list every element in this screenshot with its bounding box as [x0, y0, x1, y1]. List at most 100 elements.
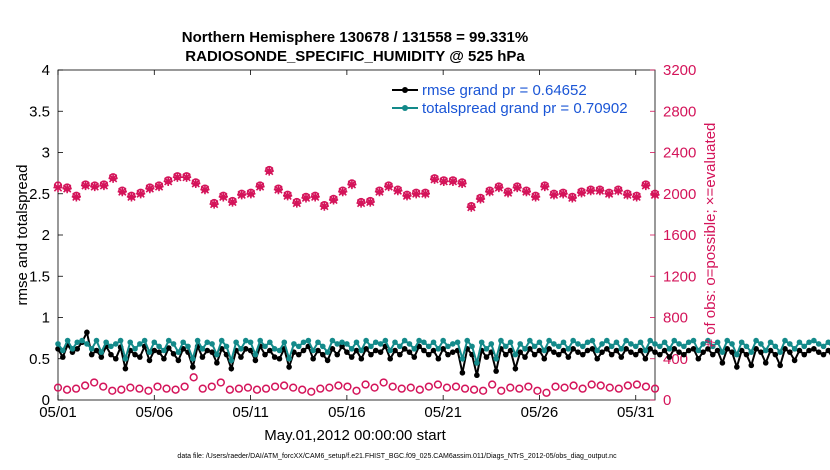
obs_low_possible-point	[316, 384, 325, 393]
obs_evaluated-point	[356, 198, 366, 208]
obs_low_possible-point	[469, 385, 479, 394]
rmse-point	[199, 354, 206, 360]
rmse-point	[502, 351, 509, 358]
spread-point	[108, 343, 114, 350]
rmse-point	[344, 349, 350, 355]
spread-point	[647, 337, 653, 344]
obs_low_possible-point	[80, 381, 90, 390]
legend-entry: rmse grand pr = 0.64652	[422, 82, 587, 99]
obs_evaluated-point	[632, 192, 642, 202]
obs_evaluated-point	[117, 187, 127, 197]
rmse-point	[483, 354, 490, 360]
spread-point	[363, 337, 369, 344]
spread-point	[117, 337, 124, 344]
obs_low_possible-point	[515, 384, 524, 393]
spread-point	[305, 337, 312, 344]
spread-point	[79, 337, 85, 344]
rmse-point	[271, 354, 278, 360]
obs_low_possible-point	[560, 383, 569, 392]
obs_evaluated-point	[457, 178, 467, 189]
rmse-point	[623, 346, 629, 352]
obs_evaluated-point	[172, 172, 182, 182]
spread-point	[137, 341, 143, 347]
rmse-point	[319, 351, 326, 358]
rmse-point	[661, 347, 668, 354]
rmse-point	[262, 351, 268, 358]
rmse-point	[242, 346, 249, 352]
rmse-point	[555, 351, 562, 358]
rmse-point	[695, 355, 702, 362]
rmse-point	[276, 355, 283, 362]
spread-point	[575, 341, 581, 347]
obs_evaluated-point	[365, 197, 375, 207]
rmse-point	[137, 354, 143, 360]
spread-point	[223, 343, 230, 350]
spread-point	[777, 349, 783, 355]
rmse-point	[84, 329, 90, 336]
spread-point	[382, 337, 389, 344]
obs_low_possible-point	[343, 382, 352, 391]
rmse-point	[734, 364, 740, 370]
obs_evaluated-point	[80, 180, 91, 191]
spread-point	[671, 337, 678, 344]
obs_low_possible-point	[361, 380, 370, 389]
obs_evaluated-point	[613, 186, 623, 196]
spread-point	[469, 343, 475, 350]
rmse-point	[560, 347, 567, 354]
obs_evaluated-point	[402, 191, 412, 201]
rmse-point	[392, 347, 398, 354]
spread-point	[315, 339, 321, 346]
obs_evaluated-point	[439, 176, 449, 186]
spread-point	[666, 346, 673, 352]
y-left-tick-label: 2.5	[29, 186, 50, 203]
rmse-point	[685, 347, 692, 354]
rmse-point	[295, 351, 302, 358]
obs_low_possible-point	[442, 383, 452, 392]
rmse-point	[613, 347, 620, 354]
legend-entry: totalspread grand pr = 0.70902	[422, 100, 628, 117]
obs_low_possible-point	[279, 381, 289, 390]
spread-point	[714, 339, 721, 346]
rmse-point	[190, 364, 196, 370]
obs_evaluated-point	[521, 187, 532, 197]
spread-point	[555, 343, 562, 350]
spread-point	[132, 346, 138, 352]
rmse-point	[122, 365, 129, 372]
rmse-point	[440, 346, 446, 352]
obs_low_possible-point	[62, 385, 72, 394]
spread-point	[252, 351, 259, 358]
rmse-point	[676, 349, 682, 355]
spread-point	[632, 343, 639, 350]
rmse-point	[700, 349, 706, 355]
obs_evaluated-point	[411, 189, 421, 199]
spread-point	[185, 343, 191, 350]
rmse-point	[421, 347, 427, 354]
obs_low_possible-point	[198, 384, 207, 393]
spread-point	[483, 346, 490, 352]
rmse-point	[161, 355, 167, 362]
rmse-point	[88, 351, 95, 358]
rmse-point	[339, 343, 345, 350]
x-axis-label: May.01,2012 00:00:00 start	[264, 427, 446, 444]
spread-point	[445, 343, 451, 350]
obs_evaluated-point	[558, 189, 568, 199]
rmse-point	[108, 351, 114, 358]
rmse-point	[594, 355, 601, 362]
obs_low_possible-point	[108, 386, 117, 395]
rmse-point	[671, 346, 678, 352]
spread-point	[729, 341, 735, 347]
y-right-tick-label: 1200	[663, 268, 696, 285]
spread-point	[88, 346, 95, 352]
spread-point	[522, 346, 528, 352]
y-left-tick-label: 3.5	[29, 103, 50, 120]
spread-point	[527, 337, 533, 344]
legend-box	[384, 76, 646, 118]
obs_low_possible-point	[126, 383, 135, 392]
obs_evaluated-point	[264, 166, 274, 176]
spread-point	[329, 337, 336, 344]
x-tick-label: 05/11	[232, 404, 268, 421]
rmse-point	[435, 355, 442, 362]
rmse-point	[60, 354, 66, 360]
obs_low_possible-point	[578, 384, 587, 393]
rmse-point	[589, 346, 596, 352]
